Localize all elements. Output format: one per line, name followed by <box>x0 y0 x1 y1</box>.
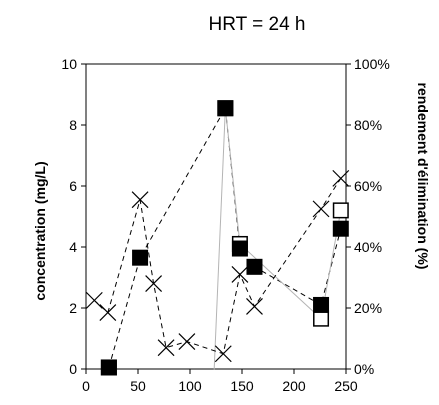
y2-tick-label: 0% <box>354 361 374 377</box>
y2-tick-label: 40% <box>354 239 382 255</box>
x-marker-stroke <box>231 266 249 283</box>
series-1-point <box>246 258 263 275</box>
x-marker-stroke <box>131 191 149 209</box>
series-3-point <box>332 169 350 187</box>
series-3-point <box>214 345 232 363</box>
series-3-point <box>312 200 330 218</box>
series-1-point <box>313 296 330 313</box>
x-marker-stroke <box>157 339 175 357</box>
x-marker-stroke <box>85 291 103 309</box>
series-3-point <box>231 266 249 283</box>
x-marker-stroke <box>312 200 330 218</box>
y2-tick-label: 60% <box>354 178 382 194</box>
x-tick-label: 200 <box>282 378 306 394</box>
series-1-point <box>332 220 349 237</box>
x-tick-label: 250 <box>334 378 358 394</box>
y-axis-label: concentration (mg/L) <box>32 161 48 300</box>
x-marker-stroke <box>178 333 196 350</box>
x-tick-label: 100 <box>178 378 202 394</box>
x-tick-label: 0 <box>82 378 90 394</box>
y-tick-label: 10 <box>61 56 77 72</box>
series-1-point <box>132 249 149 266</box>
x-marker-stroke <box>214 345 232 363</box>
series-3-point <box>145 275 163 293</box>
x-marker-stroke <box>332 169 350 187</box>
y-tick-label: 6 <box>69 178 77 194</box>
series-3-point <box>246 298 263 315</box>
series-1-point <box>231 240 248 257</box>
x-marker-stroke <box>99 304 117 321</box>
y-tick-label: 2 <box>69 300 77 316</box>
y2-tick-label: 20% <box>354 300 382 316</box>
y-tick-label: 4 <box>69 239 77 255</box>
series-3-point <box>99 304 117 321</box>
series-3-point <box>85 291 103 309</box>
x-marker-stroke <box>145 275 163 293</box>
y2-tick-label: 80% <box>354 117 382 133</box>
series-2-point <box>313 310 330 327</box>
series-3-line <box>93 178 342 355</box>
series-3-point <box>131 191 149 209</box>
series-2-point <box>332 202 349 219</box>
series-1-point <box>217 100 234 117</box>
series-3-point <box>178 333 196 350</box>
chart-title: HRT = 24 h <box>209 14 306 35</box>
series-1-line <box>108 106 342 368</box>
y2-tick-label: 100% <box>354 56 390 72</box>
x-tick-label: 150 <box>230 378 254 394</box>
x-marker-stroke <box>246 298 263 315</box>
series-3-point <box>157 339 175 357</box>
y-tick-label: 0 <box>69 361 77 377</box>
y2-axis-label: rendement d'élimination (%) <box>415 83 431 270</box>
series-1-point <box>100 359 117 376</box>
x-tick-label: 50 <box>130 378 146 394</box>
y-tick-label: 8 <box>69 117 77 133</box>
